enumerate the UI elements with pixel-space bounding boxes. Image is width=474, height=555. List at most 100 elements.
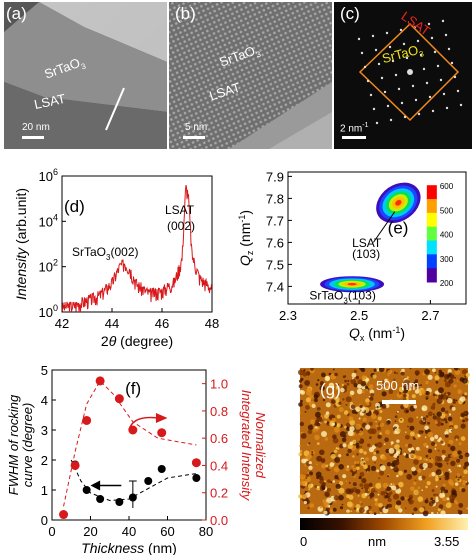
afm-grain [361, 487, 363, 489]
fft-spot [394, 73, 398, 77]
afm-grain [332, 507, 337, 512]
afm-grain [346, 511, 349, 514]
afm-grain [357, 379, 363, 385]
afm-grain [446, 391, 451, 396]
afm-grain [345, 396, 352, 403]
afm-grain [376, 406, 379, 409]
afm-grain [457, 389, 462, 394]
x-tick-label: 0 [48, 524, 55, 539]
afm-grain [311, 404, 316, 408]
afm-grain [348, 416, 354, 421]
afm-grain [374, 498, 378, 502]
afm-grain [438, 504, 444, 509]
y-axis-label: FWHM of rocking [6, 394, 21, 495]
afm-grain [352, 467, 357, 472]
afm-grain [336, 414, 341, 419]
afm-grain [330, 481, 333, 484]
fft-spot [372, 107, 376, 111]
afm-grain [322, 398, 326, 402]
afm-grain [375, 482, 382, 489]
afm-grain [335, 447, 338, 449]
afm-grain [300, 450, 303, 453]
afm-grain [353, 381, 356, 384]
afm-grain [362, 417, 367, 422]
afm-grain [316, 442, 320, 445]
afm-grain [355, 429, 360, 434]
afm-grain [379, 422, 384, 427]
afm-grain [455, 399, 458, 402]
afm-grain [370, 488, 376, 493]
afm-grain [353, 369, 357, 373]
afm-grain [415, 455, 420, 460]
panel-d-label: (d) [64, 197, 85, 216]
panel-g-label: (g) [320, 380, 341, 399]
afm-grain [298, 402, 303, 407]
afm-grain [314, 485, 318, 488]
afm-grain [465, 372, 470, 378]
afm-grain [410, 453, 415, 458]
afm-grain [361, 478, 367, 484]
fft-spot [369, 93, 373, 97]
afm-grain [429, 457, 432, 460]
afm-grain [365, 424, 371, 430]
afm-grain [351, 465, 354, 468]
colorbar-segment [426, 199, 437, 214]
fft-spot [416, 39, 420, 43]
intensity-point [191, 458, 201, 468]
afm-grain [405, 443, 409, 447]
afm-grain [461, 488, 466, 493]
fft-spot [436, 64, 440, 68]
afm-grain [436, 493, 439, 496]
afm-grain [383, 443, 386, 445]
afm-grain [445, 502, 452, 509]
afm-grain [317, 379, 320, 382]
afm-grain [334, 372, 338, 377]
afm-grain [305, 405, 310, 410]
afm-grain [437, 508, 441, 512]
afm-grain [315, 383, 319, 386]
afm-grain [317, 407, 321, 411]
afm-grain [452, 398, 456, 402]
afm-grain [463, 411, 467, 415]
fft-spot [388, 45, 392, 49]
colorbar-segment [426, 212, 437, 228]
afm-grain [463, 465, 467, 470]
y-tick-label: 7.7 [266, 213, 284, 228]
afm-grain [325, 464, 329, 468]
afm-grain [466, 461, 469, 464]
afm-grain [428, 501, 434, 507]
afm-grain [394, 420, 397, 422]
fft-spot [444, 33, 448, 37]
x-tick-label: 46 [155, 316, 169, 331]
afm-grain [358, 507, 365, 514]
fft-spot [391, 59, 395, 63]
afm-grain [361, 408, 365, 412]
afm-grain [314, 434, 317, 437]
afm-grain [409, 425, 415, 431]
fft-spot [419, 53, 423, 57]
afm-grain [337, 447, 340, 450]
afm-grain [375, 402, 381, 408]
afm-grain [389, 485, 391, 487]
afm-grain [344, 379, 347, 383]
afm-grain [357, 495, 360, 497]
afm-grain [317, 486, 319, 488]
afm-grain [390, 483, 393, 486]
afm-grain [444, 456, 450, 462]
afm-grain [355, 504, 361, 510]
afm-grain [458, 442, 462, 446]
afm-grain [435, 469, 442, 476]
afm-grain [432, 393, 436, 397]
y-tick-label: 7.4 [266, 279, 284, 294]
afm-grain [319, 419, 324, 423]
afm-grain [425, 415, 429, 418]
afm-grain [330, 393, 336, 399]
afm-grain [385, 493, 387, 496]
afm-grain [381, 404, 387, 409]
afm-grain [412, 381, 418, 387]
afm-grain [444, 476, 449, 481]
afm-grain [378, 503, 383, 508]
afm-grain [308, 442, 310, 445]
afm-grain [388, 503, 393, 508]
afm-grain [447, 453, 452, 459]
